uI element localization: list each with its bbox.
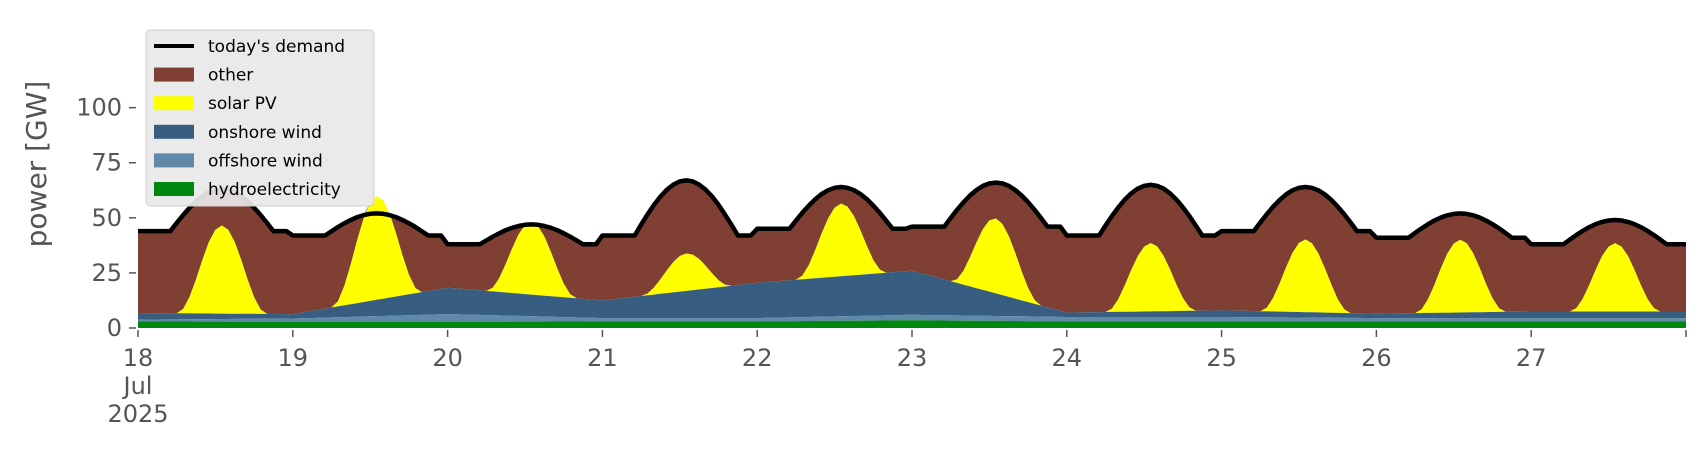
x-tick-label: 18 bbox=[123, 344, 154, 372]
legend-label-other: other bbox=[208, 66, 253, 86]
y-tick-label: 100 bbox=[76, 94, 122, 122]
x-tick-label: 20 bbox=[432, 344, 463, 372]
x-tick-label: 26 bbox=[1361, 344, 1392, 372]
legend-label-today-s-demand: today's demand bbox=[208, 37, 345, 57]
demand-line bbox=[138, 178, 1686, 247]
x-tick-label: 23 bbox=[897, 344, 928, 372]
x-tick-label: 21 bbox=[587, 344, 618, 372]
y-tick-label: 25 bbox=[91, 259, 122, 287]
x-tick-label: 25 bbox=[1206, 344, 1237, 372]
y-tick-label: 0 bbox=[107, 314, 122, 342]
legend-swatch-onshore-wind bbox=[154, 124, 194, 139]
legend: today's demand other solar PV onshore wind o… bbox=[145, 29, 375, 207]
legend-swatch-solar-pv bbox=[154, 96, 194, 111]
legend-swatch-other bbox=[154, 67, 194, 82]
area-onshore-wind bbox=[138, 270, 1686, 320]
legend-label-onshore-wind: onshore wind bbox=[208, 123, 322, 143]
x-tick-label: 22 bbox=[742, 344, 773, 372]
legend-label-hydroelectricity: hydroelectricity bbox=[208, 180, 341, 200]
legend-swatch-offshore-wind bbox=[154, 153, 194, 168]
area-hydroelectricity bbox=[138, 320, 1686, 328]
area-other bbox=[138, 180, 1686, 315]
plot-area bbox=[138, 178, 1686, 328]
x-tick-label: 27 bbox=[1516, 344, 1547, 372]
x-tick-month: Jul bbox=[122, 372, 153, 400]
y-axis: 0 25 50 75 100 bbox=[76, 94, 136, 342]
x-tick-label: 24 bbox=[1052, 344, 1083, 372]
y-axis-title: power [GW] bbox=[20, 81, 53, 248]
legend-swatch-hydroelectricity bbox=[154, 182, 194, 196]
y-tick-label: 75 bbox=[91, 149, 122, 177]
x-tick-label: 19 bbox=[278, 344, 309, 372]
y-tick-label: 50 bbox=[91, 204, 122, 232]
x-tick-year: 2025 bbox=[107, 400, 168, 428]
area-offshore-wind bbox=[138, 314, 1686, 322]
legend-box bbox=[145, 29, 375, 207]
legend-label-offshore-wind: offshore wind bbox=[208, 151, 323, 171]
legend-label-solar-pv: solar PV bbox=[208, 94, 277, 114]
